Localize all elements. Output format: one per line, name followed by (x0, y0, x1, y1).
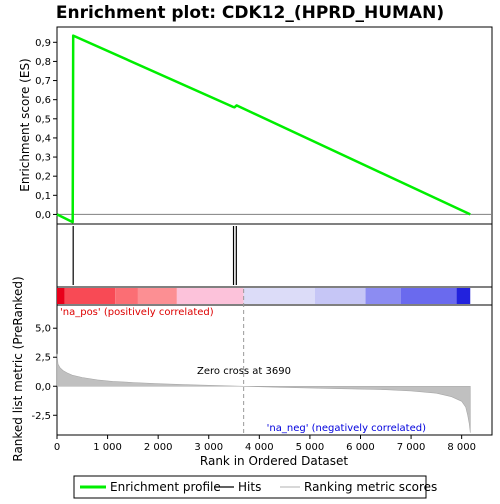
chart-title: Enrichment plot: CDK12_(HPRD_HUMAN) (56, 3, 444, 23)
ranked-x-tick-label: 0 (54, 442, 60, 453)
legend-label: Hits (238, 480, 261, 494)
es-y-tick-label: 0,9 (35, 38, 51, 49)
ranked-y-tick-label: 0,0 (35, 382, 51, 393)
ranking-metric-area (56, 353, 471, 433)
legend-group: Enrichment profile Hits Ranking metric sco… (80, 480, 437, 494)
es-y-axis-ticks: 0,0 0,1 0,2 0,3 0,4 0,5 0,6 0,7 0,8 0,9 (35, 38, 57, 221)
ranked-x-tick-label: 6 000 (346, 442, 375, 453)
es-y-tick-label: 0,1 (35, 191, 51, 202)
negative-correlation-label: 'na_neg' (negatively correlated) (267, 423, 426, 434)
es-y-tick-label: 0,8 (35, 57, 51, 68)
heatmap-segment (456, 288, 471, 304)
ranked-y-tick-label: 5,0 (35, 324, 51, 335)
heatmap-segment (115, 288, 138, 304)
hits-panel-frame (56, 223, 493, 288)
heatmap-segment (400, 288, 457, 304)
heatmap-segment (314, 288, 366, 304)
ranked-y-axis-label: Ranked list metric (PreRanked) (11, 276, 25, 461)
es-y-tick-label: 0,4 (35, 133, 51, 144)
ranked-metric-area-group (56, 353, 471, 433)
ranked-y-tick-label: -2,5 (31, 411, 51, 422)
heatmap-segment (365, 288, 401, 304)
ranked-panel-frame (56, 304, 493, 436)
legend-label: Enrichment profile (110, 480, 221, 494)
legend-box (73, 475, 427, 499)
heatmap-segment (176, 288, 244, 304)
es-y-tick-label: 0,7 (35, 76, 51, 87)
ranked-x-axis-ticks: 0 1 000 2 000 3 000 4 000 5 000 6 000 7 000 8 00… (54, 435, 476, 453)
ranked-x-axis-label: Rank in Ordered Dataset (200, 454, 348, 468)
ranked-x-tick-label: 2 000 (144, 442, 173, 453)
heatmap-segment (243, 288, 315, 304)
ranked-x-tick-label: 7 000 (397, 442, 426, 453)
enrichment-profile-line (56, 34, 471, 224)
ranked-y-axis-ticks: -2,5 0,0 2,5 5,0 (31, 324, 57, 422)
es-y-tick-label: 0,3 (35, 153, 51, 164)
es-curve-group (56, 34, 471, 224)
zero-cross-label: Zero cross at 3690 (197, 366, 291, 377)
ranked-x-tick-label: 3 000 (194, 442, 223, 453)
heatmap-bar-group (57, 288, 471, 304)
hits-group (72, 226, 237, 285)
positive-correlation-label: 'na_pos' (positively correlated) (60, 307, 214, 318)
ranked-x-tick-label: 5 000 (296, 442, 325, 453)
es-y-tick-label: 0,6 (35, 95, 51, 106)
es-y-tick-label: 0,5 (35, 114, 51, 125)
heatmap-segment (57, 288, 65, 304)
ranked-x-tick-label: 4 000 (245, 442, 274, 453)
ranked-x-tick-label: 8 000 (447, 442, 476, 453)
es-y-tick-label: 0,0 (35, 210, 51, 221)
es-y-tick-label: 0,2 (35, 172, 51, 183)
legend-label: Ranking metric scores (304, 480, 437, 494)
heatmap-segment (137, 288, 177, 304)
es-y-axis-label: Enrichment score (ES) (18, 58, 32, 191)
heatmap-segment (64, 288, 116, 304)
ranked-x-tick-label: 1 000 (93, 442, 122, 453)
ranked-y-tick-label: 2,5 (35, 353, 51, 364)
